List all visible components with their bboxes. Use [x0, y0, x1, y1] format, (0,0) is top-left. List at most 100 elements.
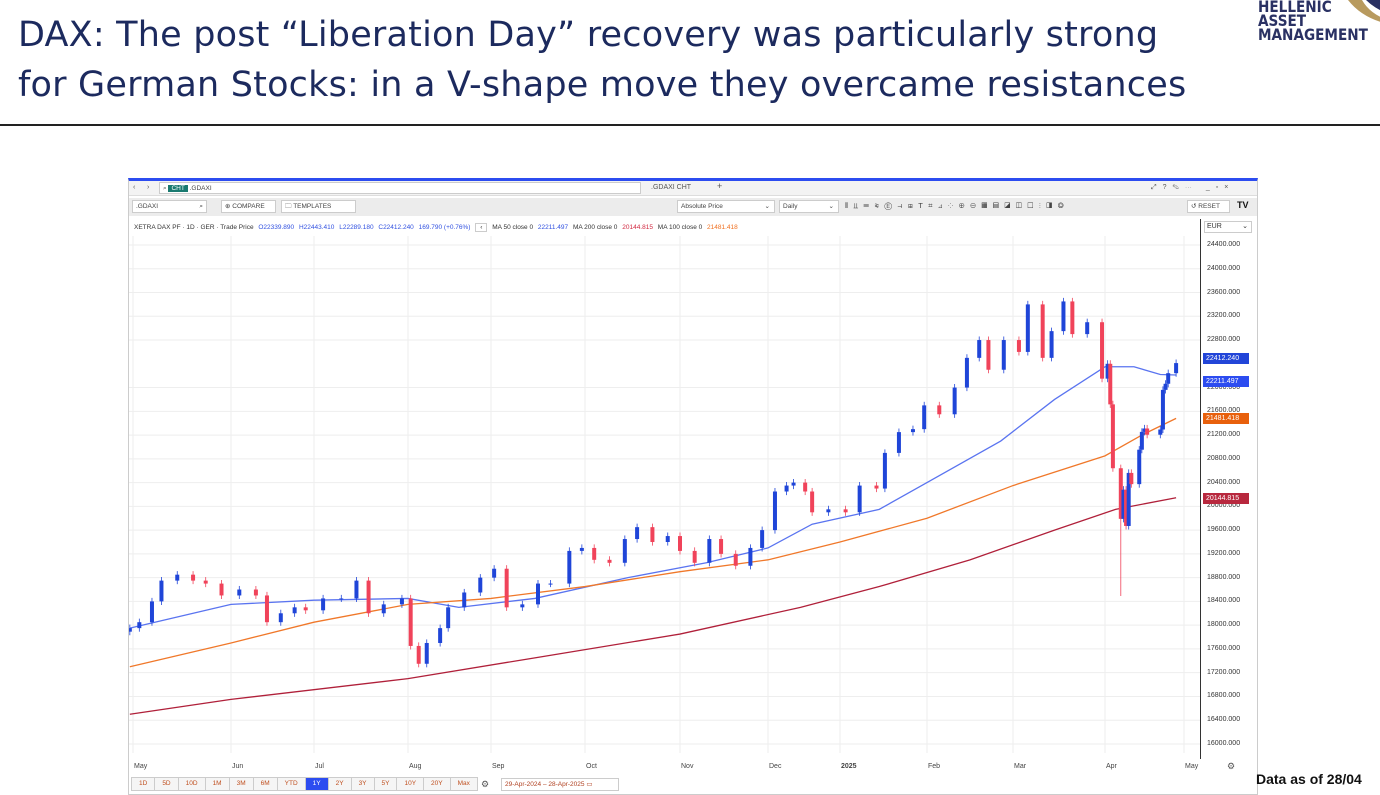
candle	[303, 607, 308, 611]
range-button-1m[interactable]: 1M	[204, 777, 230, 791]
candle	[1040, 304, 1045, 358]
search-input[interactable]: ⌕ CHT .GDAXI	[159, 182, 641, 194]
low-value: L22289.180	[339, 224, 374, 231]
range-button-1d[interactable]: 1D	[131, 777, 156, 791]
candle	[504, 568, 509, 608]
search-value: .GDAXI	[189, 185, 212, 192]
candle	[986, 340, 991, 370]
slide-title: DAX: The post “Liberation Day” recovery …	[18, 10, 1186, 110]
compare-button[interactable]: ⊕ COMPARE	[221, 200, 276, 213]
search-icon: ⌕	[199, 203, 203, 210]
candle	[1100, 322, 1105, 379]
y-tick-label: 20000.000	[1207, 502, 1241, 510]
y-tick-label: 20400.000	[1207, 478, 1241, 486]
candle	[492, 568, 497, 578]
candle	[567, 550, 572, 584]
range-button-10d[interactable]: 10D	[177, 777, 206, 791]
forward-icon[interactable]: ›	[147, 184, 150, 191]
drawing-tools-icons[interactable]: ⫴⫫☰≋Ⓔ⊣⊞T⌗⊿⁘⊕⊖▦▤◪◫☐⫶◨◎	[845, 201, 1070, 210]
price-chart[interactable]	[129, 236, 1200, 753]
back-icon[interactable]: ‹	[133, 184, 136, 191]
tab-gdaxi-cht[interactable]: .GDAXI CHT	[651, 184, 692, 191]
price-type-value: Absolute Price	[681, 203, 723, 210]
price-type-select[interactable]: Absolute Price ⌄	[677, 200, 775, 213]
candle	[321, 598, 326, 611]
close-value: C22412.240	[378, 224, 414, 231]
candle	[1105, 363, 1110, 379]
range-button-1y[interactable]: 1Y	[304, 777, 329, 791]
candle	[707, 539, 712, 563]
x-tick-label: May	[1185, 763, 1199, 770]
range-button-10y[interactable]: 10Y	[396, 777, 425, 791]
logo-line: HELLENIC	[1258, 0, 1332, 16]
range-button-20y[interactable]: 20Y	[423, 777, 451, 791]
x-tick-label: Oct	[586, 763, 597, 770]
candle	[548, 583, 553, 585]
symbol-input[interactable]: .GDAXI ⌕	[132, 200, 207, 213]
collapse-legend-button[interactable]: ‹	[475, 223, 488, 232]
candle	[719, 539, 724, 554]
candle	[1001, 340, 1006, 370]
currency-select[interactable]: EUR ⌄	[1204, 221, 1252, 233]
candle	[191, 574, 196, 581]
ma50-label: MA 50 close 0	[492, 224, 534, 231]
date-range-value: 29-Apr-2024 – 28-Apr-2025	[505, 781, 585, 788]
x-tick-label: Apr	[1106, 763, 1117, 770]
candle	[478, 577, 483, 593]
candle	[607, 559, 612, 563]
x-tick-label: Dec	[769, 763, 782, 770]
settings-icon[interactable]: ⚙	[1227, 761, 1236, 771]
range-button-3m[interactable]: 3M	[228, 777, 254, 791]
candle	[784, 485, 789, 492]
candle	[462, 592, 467, 608]
y-tick-label: 24000.000	[1207, 264, 1241, 272]
currency-value: EUR	[1207, 223, 1222, 230]
reset-button[interactable]: ↺ RESET	[1187, 200, 1230, 213]
interval-select[interactable]: Daily ⌄	[779, 200, 839, 213]
candle	[937, 405, 942, 415]
x-tick-label: Jul	[315, 763, 324, 770]
candle	[137, 622, 142, 629]
templates-button[interactable]: 🗀 TEMPLATES	[281, 200, 356, 213]
ma200-label: MA 200 close 0	[572, 224, 618, 231]
candle	[826, 509, 831, 513]
date-range-picker[interactable]: 29-Apr-2024 – 28-Apr-2025 ▭	[501, 778, 619, 791]
candle	[874, 485, 879, 489]
candle	[1061, 301, 1066, 332]
title-line-2: for German Stocks: in a V-shape move the…	[18, 65, 1187, 105]
x-tick-label: Aug	[409, 763, 422, 770]
y-tick-label: 16800.000	[1207, 692, 1241, 700]
candle	[1145, 428, 1150, 435]
range-button-5d[interactable]: 5D	[154, 777, 179, 791]
range-button-6m[interactable]: 6M	[252, 777, 278, 791]
range-button-5y[interactable]: 5Y	[373, 777, 398, 791]
last-value-badge-close: 22412.240	[1203, 353, 1249, 365]
tradingview-logo: TV	[1237, 200, 1249, 210]
candle	[803, 482, 808, 492]
y-tick-label: 18800.000	[1207, 573, 1241, 581]
address-bar: ‹ › ⌕ CHT .GDAXI .GDAXI CHT + ⤢?✎⋯ _▫×	[129, 181, 1257, 196]
candle	[1016, 340, 1021, 352]
price-axis[interactable]: EUR ⌄ 24400.000 24000.000 23600.000 23200.00…	[1200, 219, 1258, 759]
y-tick-label: 23600.000	[1207, 288, 1241, 296]
range-button-ytd[interactable]: YTD	[276, 777, 306, 791]
candle	[592, 547, 597, 560]
range-button-max[interactable]: Max	[449, 777, 478, 791]
y-tick-label: 19200.000	[1207, 549, 1241, 557]
candle	[520, 604, 525, 608]
x-tick-label: May	[134, 763, 148, 770]
candle	[1070, 301, 1075, 335]
last-value-badge-ma200: 20144.815	[1203, 492, 1249, 504]
range-button-3y[interactable]: 3Y	[350, 777, 375, 791]
candle	[149, 601, 154, 623]
candle	[354, 580, 359, 599]
chart-toolbar: .GDAXI ⌕ ⊕ COMPARE 🗀 TEMPLATES Absolute P…	[129, 198, 1257, 216]
settings-icon[interactable]: ⚙	[481, 779, 490, 789]
candle	[416, 645, 421, 664]
window-controls-icon[interactable]: ⤢?✎⋯ _▫×	[1151, 184, 1235, 191]
range-button-2y[interactable]: 2Y	[327, 777, 352, 791]
candle	[278, 613, 283, 623]
add-tab-button[interactable]: +	[717, 181, 723, 191]
candle	[1166, 373, 1171, 384]
candle	[408, 598, 413, 646]
